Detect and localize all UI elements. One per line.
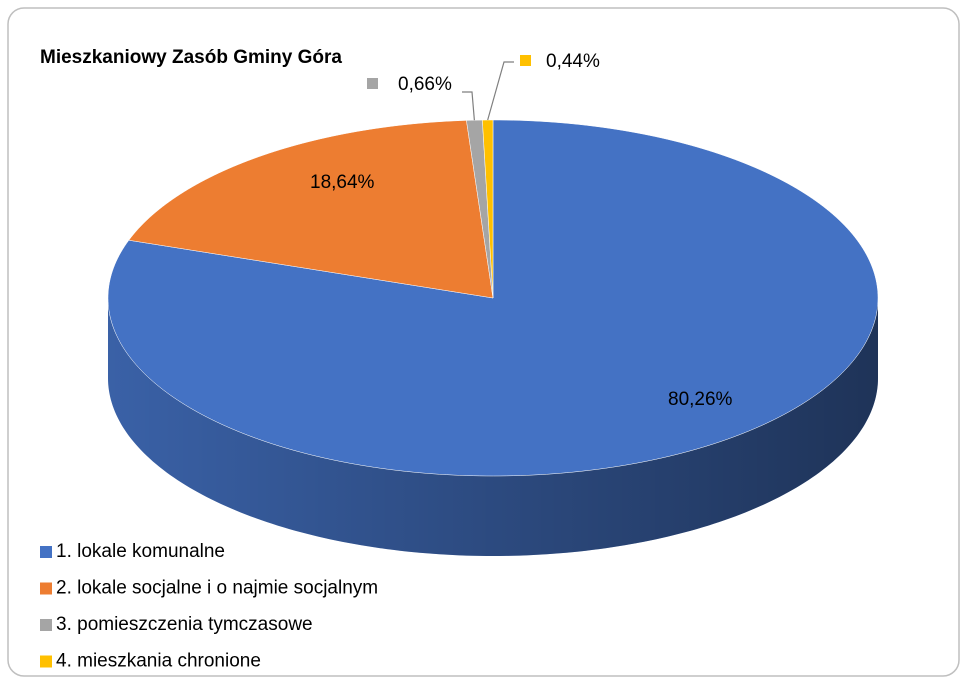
- slice-side-shade: [108, 298, 878, 556]
- label-key: [367, 78, 378, 89]
- legend-label: 4. mieszkania chronione: [56, 651, 261, 672]
- data-label: 0,66%: [398, 74, 452, 95]
- legend-swatch: [40, 582, 52, 595]
- chart-title: Mieszkaniowy Zasób Gminy Góra: [40, 47, 342, 68]
- leader-line: [462, 91, 475, 121]
- legend-swatch: [40, 619, 52, 631]
- leader-line: [487, 61, 514, 121]
- legend-label: 2. lokale socjalne i o najmie socjalnym: [56, 578, 378, 599]
- label-key: [520, 55, 531, 66]
- legend-swatch: [40, 655, 52, 668]
- data-label: 0,44%: [546, 51, 600, 72]
- legend-label: 3. pomieszczenia tymczasowe: [56, 614, 313, 635]
- pie-slice: [482, 119, 494, 299]
- legend-label: 1. lokale komunalne: [56, 541, 225, 562]
- pie-slice: [128, 120, 494, 299]
- legend-swatch: [40, 546, 52, 558]
- data-label: 80,26%: [668, 389, 733, 410]
- data-label: 18,64%: [310, 172, 375, 193]
